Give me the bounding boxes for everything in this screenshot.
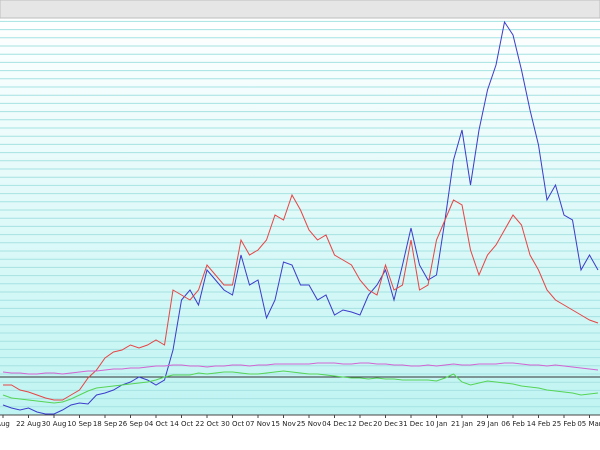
x-tick-label: Aug (0, 420, 10, 428)
x-tick-label: 30 Aug (42, 420, 67, 428)
x-tick-label: 26 Sep (118, 420, 143, 428)
x-tick-label: 22 Aug (16, 420, 41, 428)
marks (0, 20, 600, 415)
x-tick-label: 25 Feb (552, 420, 576, 428)
x-tick-label: 05 Mar (577, 420, 600, 428)
x-tick-label: 04 Oct (144, 420, 167, 428)
x-tick-label: 10 Sep (67, 420, 92, 428)
series-line (2, 370, 599, 404)
x-tick-label: 04 Dec (322, 420, 347, 428)
x-tick-label: 06 Feb (501, 420, 525, 428)
x-tick-label: 15 Nov (271, 420, 296, 428)
x-tick-label: 20 Dec (373, 420, 398, 428)
x-tick-label: 31 Dec (399, 420, 424, 428)
toolbar (0, 0, 600, 19)
x-tick-label: 22 Oct (195, 420, 218, 428)
x-tick-label: 14 Oct (170, 420, 193, 428)
x-tick-label: 10 Jan (426, 420, 448, 428)
x-tick-label: 12 Dec (348, 420, 373, 428)
x-tick-label: 29 Jan (477, 420, 499, 428)
series-line (2, 20, 599, 415)
series-line (3, 193, 599, 401)
x-tick-label: 25 Nov (297, 420, 322, 428)
x-tick-label: 14 Feb (527, 420, 551, 428)
x-tick-label: 18 Sep (93, 420, 118, 428)
x-tick-label: 21 Jan (451, 420, 473, 428)
series-line (2, 362, 599, 375)
x-tick-label: 07 Nov (246, 420, 271, 428)
x-tick-label: 30 Oct (221, 420, 244, 428)
